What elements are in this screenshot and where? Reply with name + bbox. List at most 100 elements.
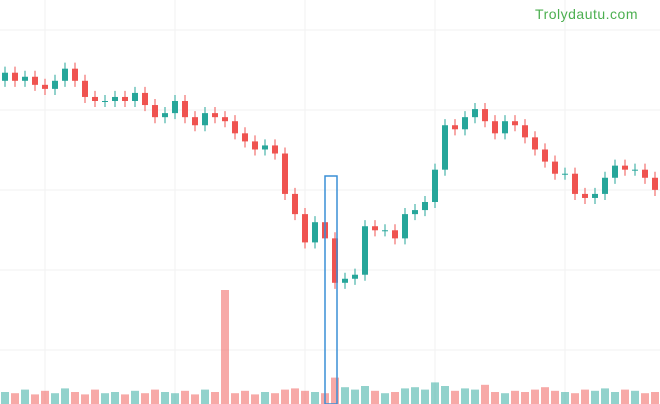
- candle-body: [432, 169, 438, 202]
- volume-bar: [31, 394, 39, 404]
- candle-body: [182, 101, 188, 118]
- volume-bar: [21, 389, 29, 404]
- volume-bar: [301, 390, 309, 404]
- candle-body: [282, 153, 288, 194]
- candle-body: [292, 193, 298, 215]
- candle-body: [362, 226, 368, 275]
- candle-body: [552, 161, 558, 174]
- candle-body: [492, 121, 498, 134]
- candle-body: [402, 214, 408, 239]
- candle-body: [522, 125, 528, 138]
- candle-body: [602, 177, 608, 194]
- candle-body: [22, 76, 28, 81]
- candle-body: [652, 177, 658, 190]
- volume-bar: [611, 392, 619, 404]
- candle-body: [372, 226, 378, 231]
- candle-body: [192, 117, 198, 126]
- volume-bar: [531, 389, 539, 404]
- candle-body: [2, 72, 8, 81]
- candle-body: [52, 80, 58, 89]
- candle-body: [472, 109, 478, 118]
- candle-body: [502, 121, 508, 134]
- volume-bar: [121, 394, 129, 404]
- candle-body: [302, 214, 308, 243]
- volume-bar: [341, 387, 349, 404]
- volume-bar: [211, 392, 219, 404]
- volume-bar: [551, 390, 559, 404]
- volume-bar: [651, 392, 659, 404]
- candle-body: [152, 105, 158, 118]
- candle-body: [32, 76, 38, 85]
- volume-bar: [61, 388, 69, 404]
- candle-body: [392, 230, 398, 239]
- candle-body: [122, 96, 128, 101]
- volume-bar: [51, 393, 59, 404]
- candle-body: [12, 72, 18, 81]
- volume-bar: [261, 392, 269, 404]
- volume-bar: [451, 390, 459, 404]
- volume-bar: [191, 394, 199, 404]
- candle-body: [582, 193, 588, 198]
- volume-bar: [11, 393, 19, 404]
- volume-bar: [601, 388, 609, 404]
- volume-bar: [571, 393, 579, 404]
- volume-bar: [291, 388, 299, 404]
- volume-bar: [271, 393, 279, 404]
- volume-bar: [201, 389, 209, 404]
- volume-bar: [411, 387, 419, 404]
- candle-body: [232, 121, 238, 134]
- volume-bar: [471, 389, 479, 404]
- candle-body: [172, 101, 178, 114]
- volume-bar: [641, 393, 649, 404]
- candle-body: [262, 145, 268, 150]
- volume-bar: [371, 390, 379, 404]
- candle-body: [202, 113, 208, 126]
- candle-body: [212, 113, 218, 118]
- candle-body: [622, 165, 628, 170]
- highlight-box: [324, 175, 338, 404]
- candle-body: [342, 278, 348, 283]
- volume-bar: [351, 389, 359, 404]
- volume-bar: [161, 392, 169, 404]
- candle-body: [312, 222, 318, 243]
- candle-body: [102, 101, 108, 102]
- volume-bar: [401, 388, 409, 404]
- volume-bar: [561, 392, 569, 404]
- candle-body: [442, 125, 448, 170]
- candle-body: [162, 113, 168, 118]
- volume-bar: [71, 392, 79, 404]
- volume-bar: [441, 386, 449, 404]
- candle-body: [132, 92, 138, 101]
- candle-body: [332, 238, 338, 283]
- volume-bar: [131, 390, 139, 404]
- volume-bar: [331, 377, 339, 404]
- candle-body: [462, 117, 468, 130]
- candle-body: [92, 96, 98, 101]
- candle-body: [412, 210, 418, 215]
- volume-bar: [241, 390, 249, 404]
- volume-bar: [481, 384, 489, 404]
- volume-bar: [521, 392, 529, 404]
- candle-body: [82, 80, 88, 97]
- volume-bar: [461, 388, 469, 404]
- volume-bar: [581, 389, 589, 404]
- volume-bar: [221, 290, 229, 404]
- volume-bar: [231, 393, 239, 404]
- volume-bar: [591, 390, 599, 404]
- candle-body: [592, 193, 598, 198]
- volume-bar: [171, 393, 179, 404]
- candle-body: [612, 165, 618, 178]
- candle-body: [382, 230, 388, 232]
- candle-body: [512, 121, 518, 126]
- candle-body: [142, 92, 148, 106]
- volume-bar: [81, 394, 89, 404]
- volume-bar: [181, 390, 189, 404]
- candle-body: [632, 169, 638, 171]
- candle-body: [42, 84, 48, 89]
- candle-body: [642, 169, 648, 178]
- candle-body: [352, 274, 358, 279]
- volume-bar: [621, 389, 629, 404]
- candle-body: [72, 68, 78, 81]
- volume-bar: [491, 392, 499, 404]
- candle-body: [562, 173, 568, 175]
